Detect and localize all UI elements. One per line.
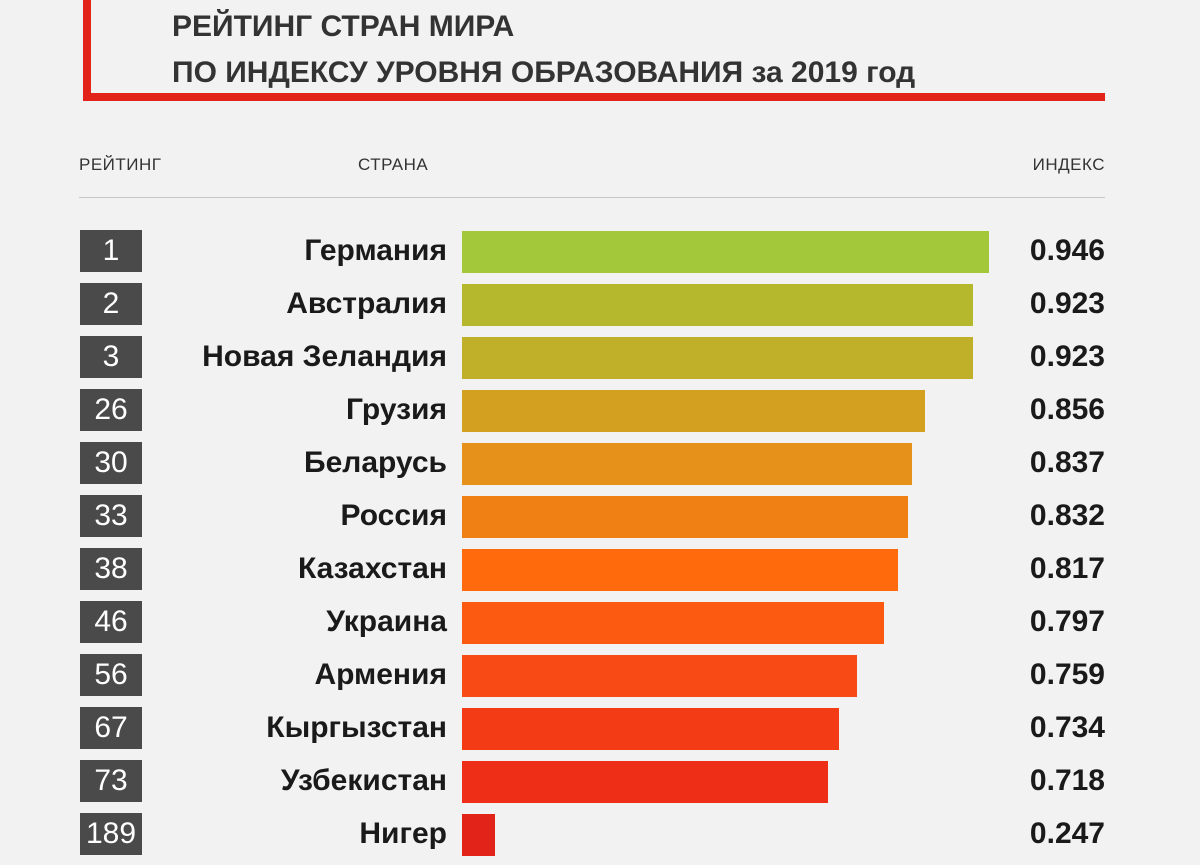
title-frame-left [83,0,91,101]
country-label: Узбекистан [280,764,447,797]
chart-row: 38 Казахстан 0.817 [0,547,1200,600]
index-bar [462,390,925,432]
rank-badge: 26 [80,389,142,431]
index-value-label: 0.247 [1029,817,1105,850]
chart-title-line-1: РЕЙТИНГ СТРАН МИРА [172,10,515,43]
rank-badge: 30 [80,442,142,484]
index-value-label: 0.832 [1029,499,1105,532]
bar-chart: 1 Германия 0.946 2 Австралия 0.923 3 Новая Зела… [0,229,1200,856]
index-bar [462,549,898,591]
index-bar [462,602,884,644]
chart-row: 1 Германия 0.946 [0,229,1200,282]
country-label: Украина [326,605,447,638]
country-label: Кыргызстан [266,711,447,744]
country-label: Россия [340,499,447,532]
index-bar [462,655,857,697]
index-bar [462,231,989,273]
country-label: Армения [314,658,447,691]
rank-badge: 38 [80,548,142,590]
chart-row: 46 Украина 0.797 [0,600,1200,653]
index-bar [462,284,973,326]
index-bar [462,761,828,803]
rank-badge: 3 [80,336,142,378]
rank-badge: 56 [80,654,142,696]
index-value-label: 0.718 [1029,764,1105,797]
country-label: Беларусь [304,446,447,479]
index-value-label: 0.759 [1029,658,1105,691]
country-label: Австралия [286,287,447,320]
rank-badge: 73 [80,760,142,802]
index-value-label: 0.817 [1029,552,1105,585]
index-bar [462,814,495,856]
column-header-index: ИНДЕКС [1032,155,1105,174]
title-frame-bottom [83,93,1105,101]
header-divider [79,197,1105,198]
index-value-label: 0.856 [1029,393,1105,426]
country-label: Нигер [359,817,447,850]
index-value-label: 0.797 [1029,605,1105,638]
index-bar [462,443,912,485]
chart-row: 67 Кыргызстан 0.734 [0,706,1200,759]
chart-row: 33 Россия 0.832 [0,494,1200,547]
chart-row: 3 Новая Зеландия 0.923 [0,335,1200,388]
index-value-label: 0.923 [1029,287,1105,320]
index-bar [462,337,973,379]
country-label: Германия [304,234,447,267]
chart-row: 189 Нигер 0.247 [0,812,1200,865]
chart-row: 73 Узбекистан 0.718 [0,759,1200,812]
column-header-rank: РЕЙТИНГ [79,155,162,174]
rank-badge: 46 [80,601,142,643]
rank-badge: 2 [80,283,142,325]
column-header-country: СТРАНА [358,155,429,174]
index-value-label: 0.734 [1029,711,1105,744]
index-value-label: 0.923 [1029,340,1105,373]
country-label: Казахстан [297,552,447,585]
index-value-label: 0.946 [1029,234,1105,267]
rank-badge: 67 [80,707,142,749]
chart-row: 30 Беларусь 0.837 [0,441,1200,494]
index-value-label: 0.837 [1029,446,1105,479]
chart-row: 56 Армения 0.759 [0,653,1200,706]
index-bar [462,708,839,750]
index-bar [462,496,908,538]
chart-row: 2 Австралия 0.923 [0,282,1200,335]
country-label: Новая Зеландия [202,340,447,373]
rank-badge: 33 [80,495,142,537]
rank-badge: 1 [80,230,142,272]
chart-title-line-2: ПО ИНДЕКСУ УРОВНЯ ОБРАЗОВАНИЯ за 2019 го… [172,56,916,89]
rank-badge: 189 [80,813,142,855]
chart-row: 26 Грузия 0.856 [0,388,1200,441]
country-label: Грузия [346,393,447,426]
chart-title: РЕЙТИНГ СТРАН МИРА ПО ИНДЕКСУ УРОВНЯ ОБР… [172,4,915,96]
